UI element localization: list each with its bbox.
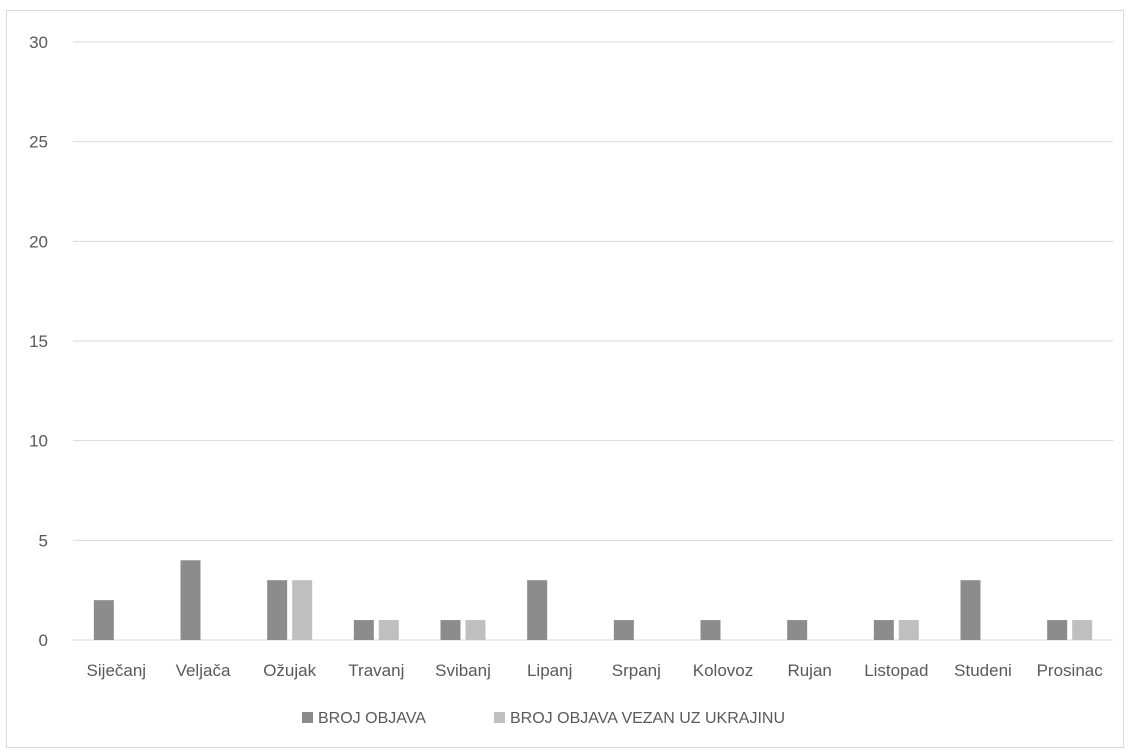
bar-broj-objava-ukrajina [898,620,919,640]
x-axis-tick-labels: Siječanj Veljača Ožujak Travanj Svibanj Lipan… [87,661,1104,680]
x-tick-label: Listopad [864,661,928,680]
bar-broj-objava [1047,620,1068,640]
x-tick-label: Rujan [787,661,831,680]
bar-broj-objava [700,620,721,640]
bar-broj-objava [353,620,374,640]
y-tick-label: 0 [39,631,48,650]
legend-item: BROJ OBJAVA VEZAN UZ UKRAJINU [494,710,785,727]
y-tick-label: 20 [29,232,48,251]
bar-broj-objava-ukrajina [465,620,486,640]
x-tick-label: Svibanj [435,661,491,680]
x-tick-label: Siječanj [87,661,147,680]
x-tick-label: Srpanj [612,661,661,680]
y-axis-tick-labels: 0 5 10 15 20 25 30 [29,33,48,650]
y-tick-label: 5 [39,531,48,550]
y-tick-label: 15 [29,332,48,351]
bar-broj-objava [873,620,894,640]
x-tick-label: Veljača [176,661,231,680]
bar-broj-objava [440,620,461,640]
y-tick-label: 10 [29,432,48,451]
x-tick-label: Travanj [348,661,404,680]
legend-swatch [494,712,505,723]
bar-broj-objava [613,620,634,640]
legend-label: BROJ OBJAVA VEZAN UZ UKRAJINU [510,710,785,727]
bar-broj-objava-ukrajina [378,620,399,640]
bar-broj-objava [267,580,288,640]
bars [93,560,1093,640]
x-tick-label: Kolovoz [693,661,753,680]
bar-broj-objava-ukrajina [292,580,313,640]
bar-broj-objava [960,580,981,640]
bar-broj-objava-ukrajina [1072,620,1093,640]
x-tick-label: Ožujak [263,661,316,680]
x-tick-label: Studeni [954,661,1012,680]
y-tick-label: 25 [29,133,48,152]
legend-label: BROJ OBJAVA [318,710,426,727]
x-tick-label: Lipanj [527,661,572,680]
bar-broj-objava [93,600,114,640]
bar-broj-objava [787,620,808,640]
x-tick-label: Prosinac [1037,661,1104,680]
legend: BROJ OBJAVA BROJ OBJAVA VEZAN UZ UKRAJINU [302,710,785,727]
y-tick-label: 30 [29,33,48,52]
legend-swatch [302,712,313,723]
legend-item: BROJ OBJAVA [302,710,426,727]
bar-broj-objava [527,580,548,640]
gridlines [73,41,1113,641]
bar-broj-objava [180,560,201,640]
